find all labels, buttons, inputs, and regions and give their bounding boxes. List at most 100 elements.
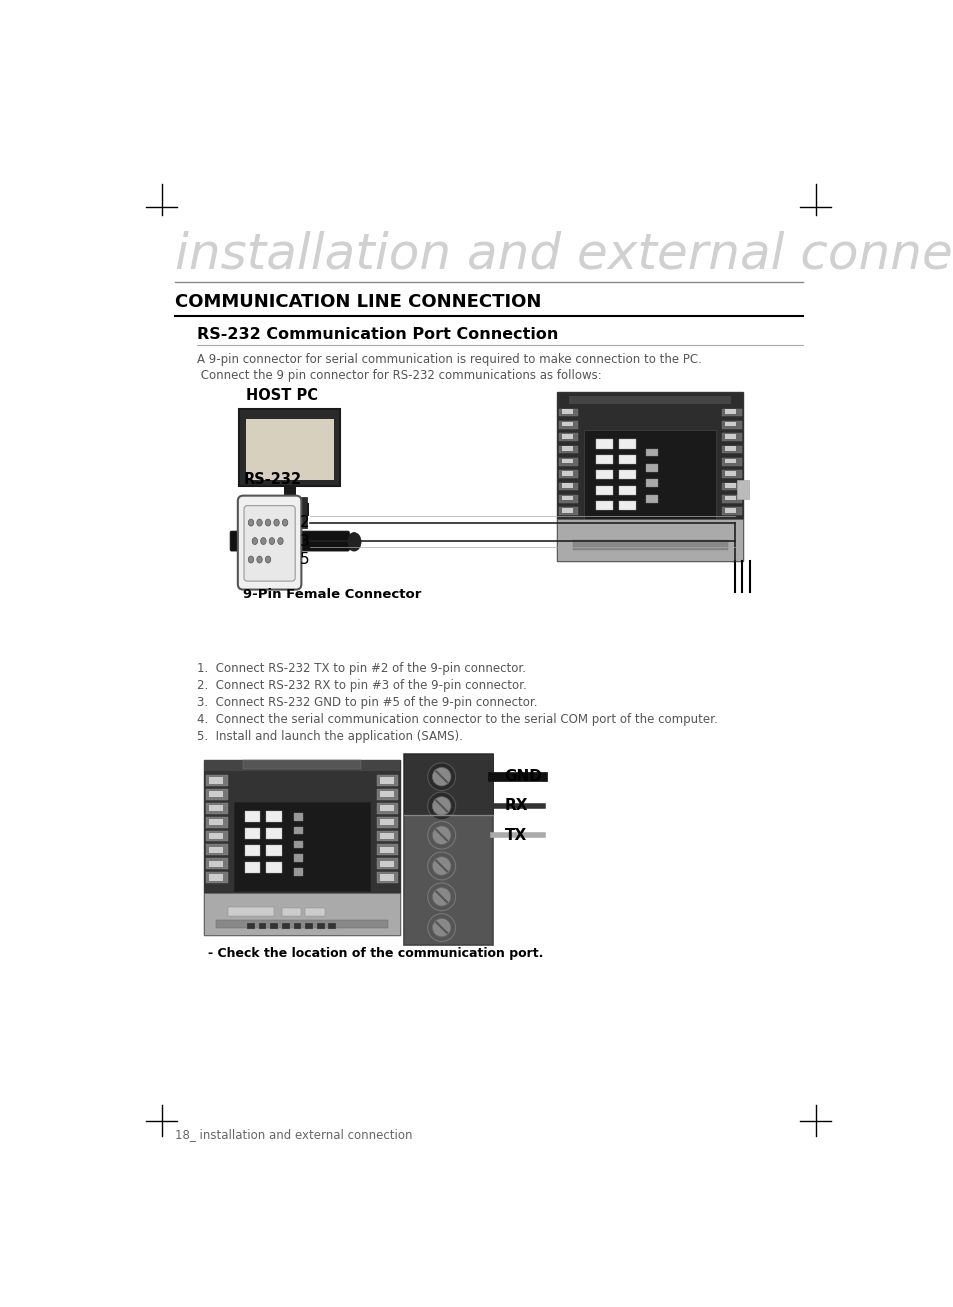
Bar — [724, 532, 736, 537]
Bar — [258, 923, 266, 929]
Ellipse shape — [427, 792, 456, 819]
Bar — [724, 495, 736, 501]
Bar — [558, 507, 578, 515]
Bar — [721, 433, 740, 440]
Ellipse shape — [432, 826, 451, 844]
Bar — [724, 422, 736, 426]
Text: RX: RX — [504, 799, 527, 813]
Bar — [618, 439, 636, 448]
Bar — [245, 863, 260, 873]
Bar — [645, 464, 658, 472]
Text: RS-232: RS-232 — [243, 472, 301, 488]
Bar — [282, 908, 301, 916]
Bar — [558, 446, 578, 454]
Ellipse shape — [265, 519, 271, 525]
Bar — [243, 759, 360, 769]
Bar — [216, 920, 388, 928]
Text: 2.  Connect RS-232 RX to pin #3 of the 9-pin connector.: 2. Connect RS-232 RX to pin #3 of the 9-… — [196, 680, 526, 691]
Bar — [721, 507, 740, 515]
Text: RS-232 Communication Port Connection: RS-232 Communication Port Connection — [196, 327, 558, 341]
Bar — [558, 409, 578, 417]
Bar — [403, 754, 493, 814]
Bar — [209, 805, 223, 812]
Text: installation and external connection: installation and external connection — [174, 230, 953, 278]
Bar — [561, 409, 572, 414]
Text: 3.  Connect RS-232 GND to pin #5 of the 9-pin connector.: 3. Connect RS-232 GND to pin #5 of the 9… — [196, 695, 537, 708]
Bar — [245, 829, 260, 839]
Bar — [561, 545, 572, 549]
Text: TX: TX — [504, 827, 526, 843]
Bar — [596, 455, 612, 464]
Bar — [721, 446, 740, 454]
Bar — [379, 874, 394, 881]
Bar — [724, 409, 736, 414]
Bar — [247, 923, 254, 929]
Bar — [379, 819, 394, 825]
Ellipse shape — [432, 767, 451, 786]
FancyBboxPatch shape — [237, 495, 301, 589]
Bar — [645, 448, 658, 456]
Bar — [561, 508, 572, 512]
Bar — [376, 775, 397, 786]
Bar — [376, 844, 397, 855]
Text: 3: 3 — [299, 533, 310, 549]
Bar — [558, 495, 578, 503]
Ellipse shape — [427, 852, 456, 880]
Bar — [721, 482, 740, 490]
Ellipse shape — [427, 884, 456, 911]
Ellipse shape — [274, 519, 279, 525]
Bar — [558, 532, 578, 540]
Text: 5: 5 — [299, 552, 309, 567]
Bar — [206, 802, 228, 814]
Ellipse shape — [260, 537, 266, 545]
Ellipse shape — [432, 919, 451, 937]
Bar — [206, 859, 228, 869]
Ellipse shape — [256, 555, 262, 563]
Bar — [724, 471, 736, 476]
Bar — [618, 486, 636, 495]
Bar — [724, 447, 736, 451]
Bar — [724, 545, 736, 549]
Bar — [209, 819, 223, 825]
Bar — [724, 434, 736, 439]
Bar — [379, 791, 394, 797]
Bar — [721, 532, 740, 540]
Bar — [721, 495, 740, 503]
Bar — [270, 503, 309, 516]
Bar — [721, 544, 740, 552]
Bar — [245, 812, 260, 822]
Bar — [721, 519, 740, 527]
Ellipse shape — [347, 532, 360, 552]
Bar — [561, 520, 572, 525]
Bar — [376, 859, 397, 869]
Bar — [724, 508, 736, 512]
Bar — [379, 805, 394, 812]
Bar — [724, 484, 736, 488]
Text: 5.  Install and launch the application (SAMS).: 5. Install and launch the application (S… — [196, 729, 462, 742]
Bar — [721, 421, 740, 429]
Text: COMMUNICATION LINE CONNECTION: COMMUNICATION LINE CONNECTION — [174, 293, 541, 311]
Bar — [561, 459, 572, 463]
Bar — [724, 520, 736, 525]
Bar — [204, 759, 399, 936]
Bar — [294, 923, 301, 929]
Text: 18_ installation and external connection: 18_ installation and external connection — [174, 1128, 412, 1141]
Bar — [266, 812, 282, 822]
Bar — [270, 923, 278, 929]
Bar — [209, 874, 223, 881]
Bar — [294, 840, 303, 848]
Ellipse shape — [265, 555, 271, 563]
Bar — [294, 855, 303, 863]
Ellipse shape — [432, 797, 451, 816]
Bar — [379, 860, 394, 867]
Bar — [583, 430, 716, 523]
Bar — [721, 409, 740, 417]
Bar — [379, 833, 394, 839]
Bar — [209, 791, 223, 797]
Bar — [618, 455, 636, 464]
Bar — [572, 540, 727, 549]
Bar — [376, 802, 397, 814]
Text: - Check the location of the communication port.: - Check the location of the communicatio… — [208, 948, 543, 959]
Bar — [645, 480, 658, 488]
FancyBboxPatch shape — [230, 531, 349, 552]
